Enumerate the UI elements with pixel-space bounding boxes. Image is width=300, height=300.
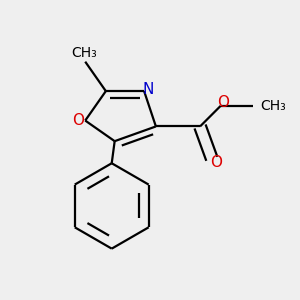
Text: CH₃: CH₃ bbox=[260, 99, 286, 113]
Text: O: O bbox=[210, 155, 222, 170]
Text: CH₃: CH₃ bbox=[71, 46, 97, 60]
Text: O: O bbox=[72, 113, 84, 128]
Text: N: N bbox=[143, 82, 154, 97]
Text: O: O bbox=[218, 95, 230, 110]
